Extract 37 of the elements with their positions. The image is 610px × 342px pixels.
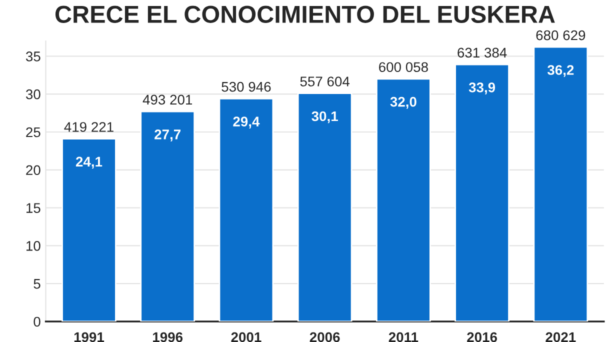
x-tick-label: 1991 — [74, 332, 104, 342]
bar — [62, 138, 116, 322]
x-tick-label: 2011 — [388, 332, 418, 342]
annotation: 680 629 — [536, 30, 586, 40]
y-tick-label: 30 — [26, 89, 40, 100]
bar — [533, 46, 588, 322]
annotation: 419 221 — [64, 122, 114, 132]
data-label: 27,7 — [154, 130, 181, 142]
annotation: 600 058 — [379, 62, 428, 72]
y-tick-label: 20 — [26, 165, 40, 176]
x-tick-label: 2006 — [310, 332, 340, 342]
annotation: 631 384 — [458, 48, 507, 58]
annotation: 493 201 — [142, 94, 192, 105]
y-tick-label: 15 — [26, 203, 40, 213]
y-tick-label: 25 — [26, 127, 40, 138]
data-label: 24,1 — [76, 156, 102, 169]
x-tick-label: 1996 — [153, 332, 183, 342]
bar — [140, 110, 196, 322]
chart-title: CRECE EL CONOCIMIENTO DEL EUSKERA — [55, 6, 555, 23]
bar — [218, 98, 274, 322]
data-label: 36,2 — [547, 65, 574, 77]
annotation: 557 604 — [300, 76, 350, 86]
bar — [297, 92, 352, 322]
data-label: 32,0 — [390, 96, 416, 109]
y-tick-label: 0 — [34, 316, 40, 327]
bar — [376, 78, 431, 322]
x-tick-label: 2021 — [546, 332, 576, 342]
y-tick-label: 5 — [34, 279, 40, 289]
y-tick-label: 10 — [26, 241, 40, 251]
data-label: 30,1 — [312, 111, 338, 124]
data-label: 29,4 — [233, 116, 260, 128]
data-label: 33,9 — [468, 82, 496, 94]
bar — [454, 64, 510, 322]
y-tick-label: 35 — [26, 52, 40, 62]
annotation: 530 946 — [222, 82, 271, 92]
x-tick-label: 2001 — [231, 332, 262, 342]
x-tick-label: 2016 — [467, 332, 497, 342]
